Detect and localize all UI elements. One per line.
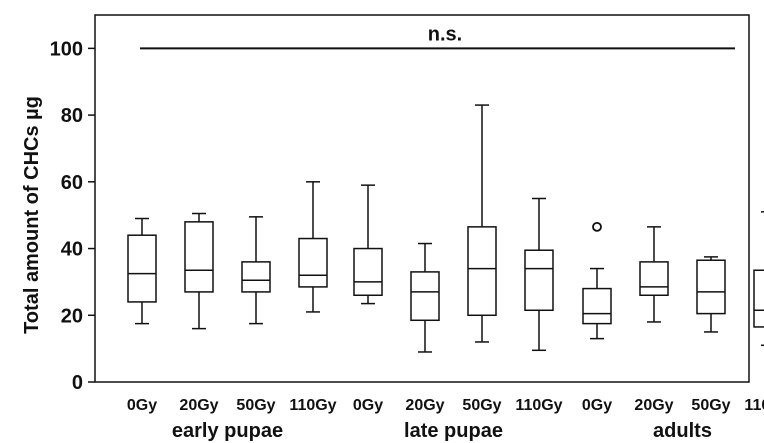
box-adults-20Gy — [639, 226, 669, 323]
x-tick-label: 110Gy — [289, 397, 336, 414]
box-iqr — [639, 261, 669, 297]
box-early-pupae-110Gy — [298, 181, 328, 313]
group-label: early pupae — [172, 420, 283, 442]
x-tick-label: 0Gy — [353, 397, 383, 414]
box-adults-50Gy — [696, 256, 726, 333]
significance-annotation: n.s. — [140, 23, 735, 50]
box-iqr — [524, 249, 554, 312]
box-iqr — [127, 234, 157, 303]
x-tick-label: 20Gy — [634, 397, 673, 414]
x-tick-label: 20Gy — [405, 397, 444, 414]
plot-border — [94, 14, 750, 383]
box-iqr — [410, 271, 440, 322]
box-iqr — [184, 221, 214, 293]
box-late-pupae-20Gy — [410, 242, 440, 353]
y-tick-label: 60 — [61, 172, 83, 194]
box-plots — [127, 104, 764, 353]
significance-label: n.s. — [428, 23, 462, 45]
group-label: late pupae — [404, 420, 503, 442]
y-tick-label: 40 — [61, 239, 83, 261]
x-tick-label: 50Gy — [236, 397, 275, 414]
x-tick-label: 50Gy — [462, 397, 501, 414]
y-tick-label: 80 — [61, 105, 83, 127]
box-iqr — [353, 247, 383, 297]
box-iqr — [298, 237, 328, 288]
y-tick-label: 0 — [72, 372, 83, 394]
box-late-pupae-50Gy — [467, 104, 497, 343]
x-tick-label: 110Gy — [515, 397, 562, 414]
box-late-pupae-0Gy — [353, 184, 383, 305]
x-tick-label: 50Gy — [691, 397, 730, 414]
box-iqr — [241, 261, 271, 293]
box-iqr — [753, 269, 764, 328]
y-axis-title: Total amount of CHCs µg — [21, 96, 43, 334]
outlier-point — [592, 221, 602, 232]
x-tick-label: 0Gy — [127, 397, 157, 414]
box-late-pupae-110Gy — [524, 197, 554, 352]
box-adults-110Gy — [753, 211, 764, 347]
plot-area — [94, 14, 750, 383]
x-tick-label: 110Gy — [744, 397, 764, 414]
x-axis: 0Gy 20Gy 50Gy 110Gy early pupae 0Gy 20Gy 50Gy 11… — [127, 397, 764, 442]
box-iqr — [696, 259, 726, 315]
box-iqr — [467, 226, 497, 317]
y-tick-label: 100 — [50, 38, 83, 60]
x-tick-label: 0Gy — [582, 397, 612, 414]
y-axis: 0 20 40 60 80 100 — [50, 38, 95, 394]
group-label: adults — [653, 420, 712, 442]
box-early-pupae-50Gy — [241, 216, 271, 325]
box-adults-0Gy — [582, 221, 612, 340]
y-tick-label: 20 — [61, 305, 83, 327]
x-tick-label: 20Gy — [179, 397, 218, 414]
box-iqr — [582, 287, 612, 325]
box-early-pupae-20Gy — [184, 212, 214, 330]
box-early-pupae-0Gy — [127, 217, 157, 325]
